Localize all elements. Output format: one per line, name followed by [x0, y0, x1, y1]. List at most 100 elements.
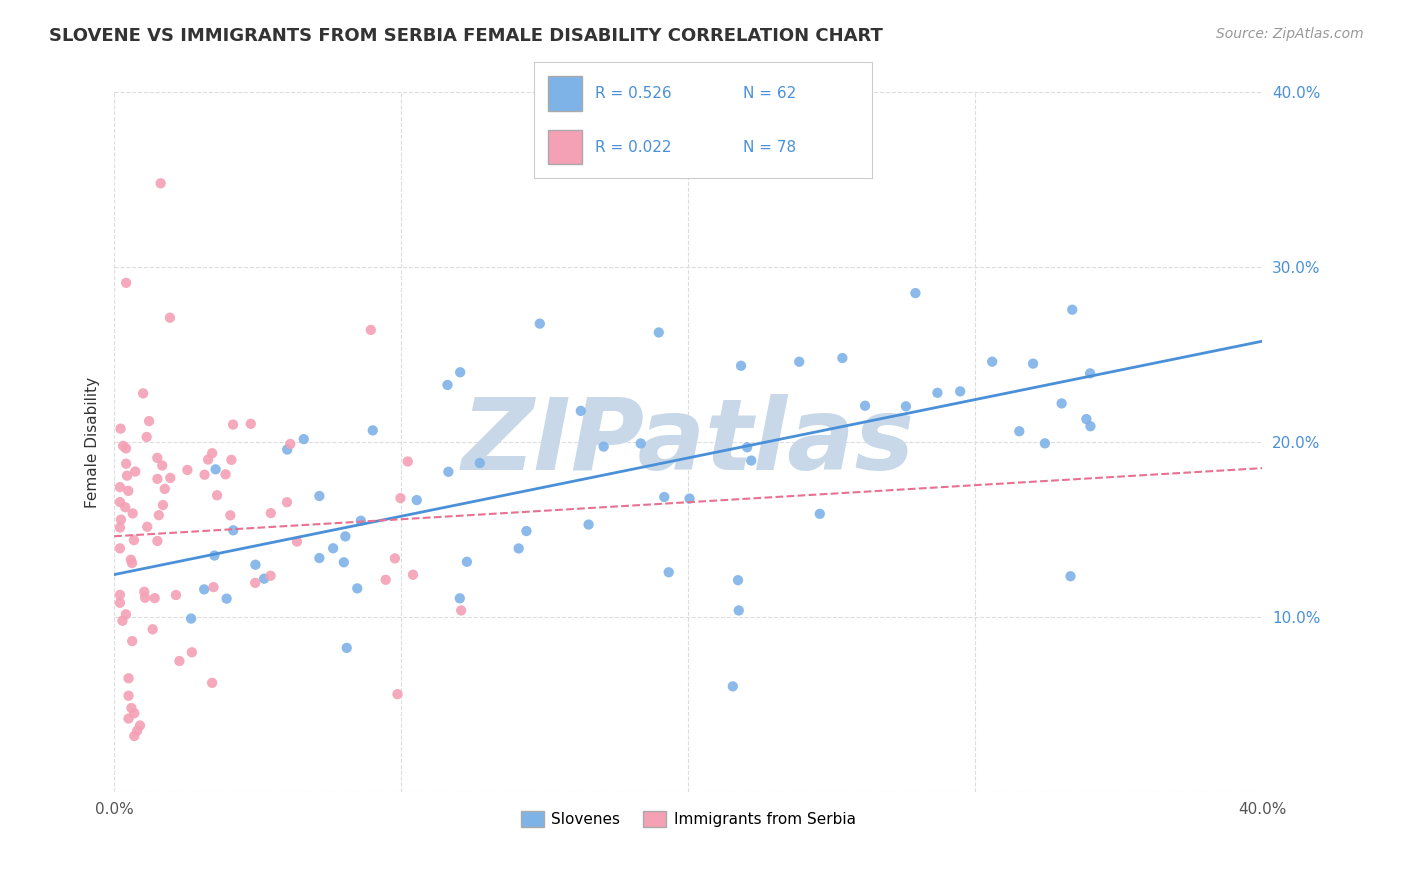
Point	[180, 645, 202, 659]
Point	[245, 558, 267, 572]
Point	[336, 640, 359, 655]
Point	[124, 706, 146, 721]
Point	[1122, 77, 1144, 91]
Point	[193, 467, 215, 482]
Point	[1008, 424, 1031, 438]
Point	[214, 467, 236, 482]
Point	[108, 596, 131, 610]
Point	[245, 575, 267, 590]
Point	[730, 359, 752, 373]
Point	[578, 517, 600, 532]
Point	[292, 432, 315, 446]
Point	[449, 365, 471, 379]
Point	[322, 541, 344, 556]
Point	[117, 689, 139, 703]
Text: ZIPatlas: ZIPatlas	[461, 393, 915, 491]
Point	[112, 439, 135, 453]
Text: SLOVENE VS IMMIGRANTS FROM SERBIA FEMALE DISABILITY CORRELATION CHART: SLOVENE VS IMMIGRANTS FROM SERBIA FEMALE…	[49, 27, 883, 45]
Point	[350, 514, 373, 528]
Point	[169, 654, 191, 668]
Text: N = 62: N = 62	[744, 87, 797, 102]
Point	[219, 508, 242, 523]
Point	[721, 679, 744, 693]
Point	[389, 491, 412, 505]
Point	[221, 453, 243, 467]
Point	[108, 541, 131, 556]
Point	[449, 591, 471, 606]
Point	[111, 614, 134, 628]
Point	[808, 507, 831, 521]
Point	[253, 572, 276, 586]
Point	[276, 495, 298, 509]
Point	[150, 458, 173, 473]
Point	[658, 566, 681, 580]
Point	[193, 582, 215, 597]
Text: R = 0.022: R = 0.022	[595, 139, 672, 154]
Point	[308, 489, 330, 503]
Point	[853, 399, 876, 413]
Point	[159, 471, 181, 485]
Point	[735, 440, 758, 454]
Point	[468, 456, 491, 470]
Point	[108, 495, 131, 509]
Point	[117, 483, 139, 498]
Point	[927, 385, 949, 400]
Legend: Slovenes, Immigrants from Serbia: Slovenes, Immigrants from Serbia	[515, 805, 862, 833]
Point	[450, 603, 472, 617]
Point	[981, 354, 1004, 368]
Point	[138, 414, 160, 428]
Point	[1022, 357, 1045, 371]
Point	[1050, 396, 1073, 410]
Point	[1080, 419, 1102, 434]
Point	[278, 437, 301, 451]
Point	[222, 524, 245, 538]
Point	[129, 718, 152, 732]
Point	[197, 452, 219, 467]
Point	[159, 310, 181, 325]
Point	[405, 493, 427, 508]
Point	[215, 591, 238, 606]
Point	[146, 533, 169, 548]
Point	[402, 567, 425, 582]
Bar	[548, 77, 582, 112]
Point	[260, 506, 283, 520]
Point	[727, 603, 749, 617]
Point	[508, 541, 530, 556]
Point	[787, 355, 810, 369]
Point	[569, 404, 592, 418]
Point	[205, 488, 228, 502]
Point	[276, 442, 298, 457]
Point	[456, 555, 478, 569]
Point	[335, 529, 357, 543]
Point	[949, 384, 972, 399]
Point	[1059, 569, 1081, 583]
Point	[894, 400, 917, 414]
Point	[1078, 367, 1101, 381]
Point	[149, 177, 172, 191]
Point	[143, 591, 166, 606]
Point	[201, 676, 224, 690]
Point	[396, 454, 419, 468]
Point	[115, 607, 138, 622]
Point	[180, 611, 202, 625]
Point	[648, 326, 671, 340]
Point	[361, 423, 384, 437]
Point	[437, 465, 460, 479]
Point	[201, 446, 224, 460]
Point	[436, 378, 458, 392]
Point	[592, 440, 614, 454]
Point	[134, 591, 156, 605]
Point	[333, 555, 356, 569]
Point	[108, 588, 131, 602]
Point	[204, 462, 226, 476]
Bar	[548, 129, 582, 164]
Point	[122, 533, 145, 548]
Text: N = 78: N = 78	[744, 139, 797, 154]
Point	[630, 436, 652, 450]
Point	[115, 276, 138, 290]
Point	[204, 549, 226, 563]
Point	[176, 463, 198, 477]
Point	[124, 729, 146, 743]
Point	[110, 422, 132, 436]
Point	[132, 386, 155, 401]
